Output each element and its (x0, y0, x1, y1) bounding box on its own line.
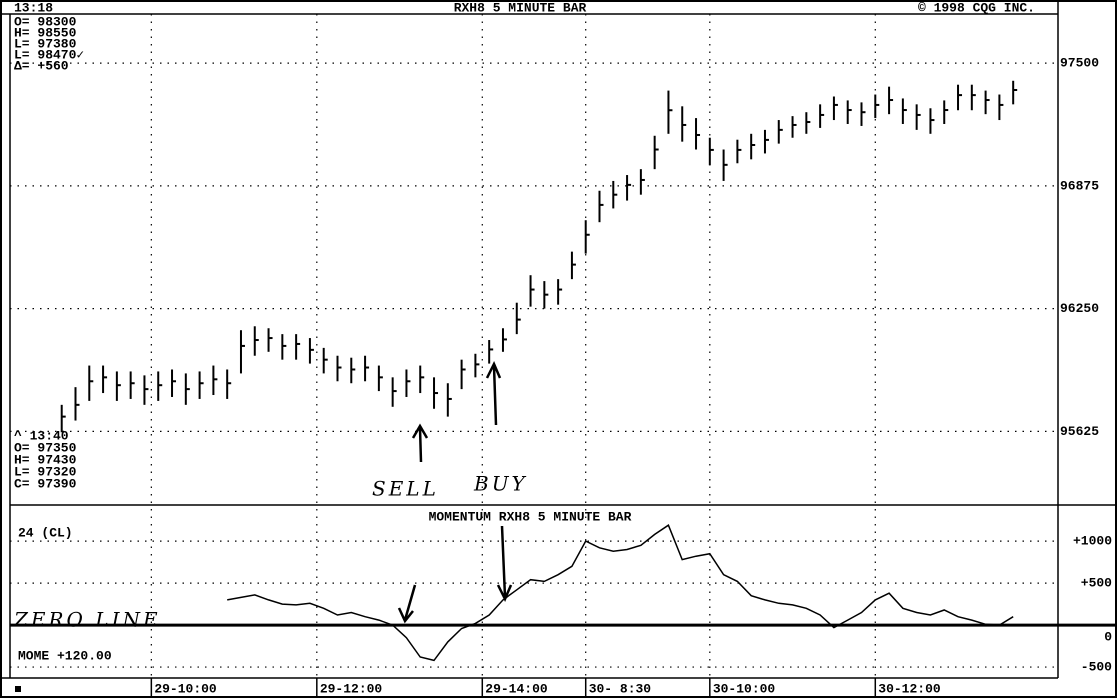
y-tick-label: 97500 (1060, 56, 1099, 71)
period-label: 24 (CL) (18, 525, 73, 540)
quote-top: O= 98300 (14, 14, 77, 29)
quote-bottom: C= 97390 (14, 476, 77, 491)
quote-bottom: O= 97350 (14, 440, 77, 455)
y-tick-label: 96250 (1060, 301, 1099, 316)
y-tick-label: +500 (1081, 576, 1112, 591)
x-tick-label: 30-12:00 (878, 681, 941, 696)
y-tick-label: -500 (1081, 660, 1112, 675)
x-tick-label: 30- 8:30 (589, 681, 652, 696)
buy-arrow (485, 361, 502, 426)
quote-top: H= 98550 (14, 25, 77, 40)
clock: 13:18 (14, 0, 53, 15)
momentum-line (227, 524, 1014, 662)
x-tick-label: 29-14:00 (485, 681, 548, 696)
y-tick-label: +1000 (1073, 534, 1112, 549)
momentum-title: MOMENTUM RXH8 5 MINUTE BAR (429, 509, 632, 524)
quote-bottom: ^ 13:40 (14, 428, 69, 443)
momentum-sell-arrow (397, 584, 417, 624)
y-tick-label: 0 (1104, 630, 1112, 645)
copyright: © 1998 CQG INC. (918, 0, 1035, 15)
quote-top: L= 98470✓ (14, 47, 84, 62)
quote-top: Δ= +560 (14, 58, 69, 73)
readout: MOME +120.00 (18, 648, 112, 663)
y-tick-label: 95625 (1060, 424, 1099, 439)
x-tick-label: 30-10:00 (713, 681, 776, 696)
quote-bottom: L= 97320 (14, 464, 77, 479)
zero-line-note: ZERO LINE (13, 608, 161, 632)
sell-note: SELL (372, 477, 439, 501)
quote-top: L= 97380 (14, 36, 77, 51)
x-tick-label: 29-10:00 (154, 681, 217, 696)
sell-arrow (411, 423, 429, 463)
quote-bottom: H= 97430 (14, 452, 77, 467)
scroll-marker (15, 686, 21, 692)
buy-note: BUY (473, 472, 528, 496)
y-tick-label: 96875 (1060, 178, 1099, 193)
chart-title: RXH8 5 MINUTE BAR (454, 0, 587, 15)
momentum-buy-arrow (496, 525, 513, 602)
x-tick-label: 29-12:00 (320, 681, 383, 696)
